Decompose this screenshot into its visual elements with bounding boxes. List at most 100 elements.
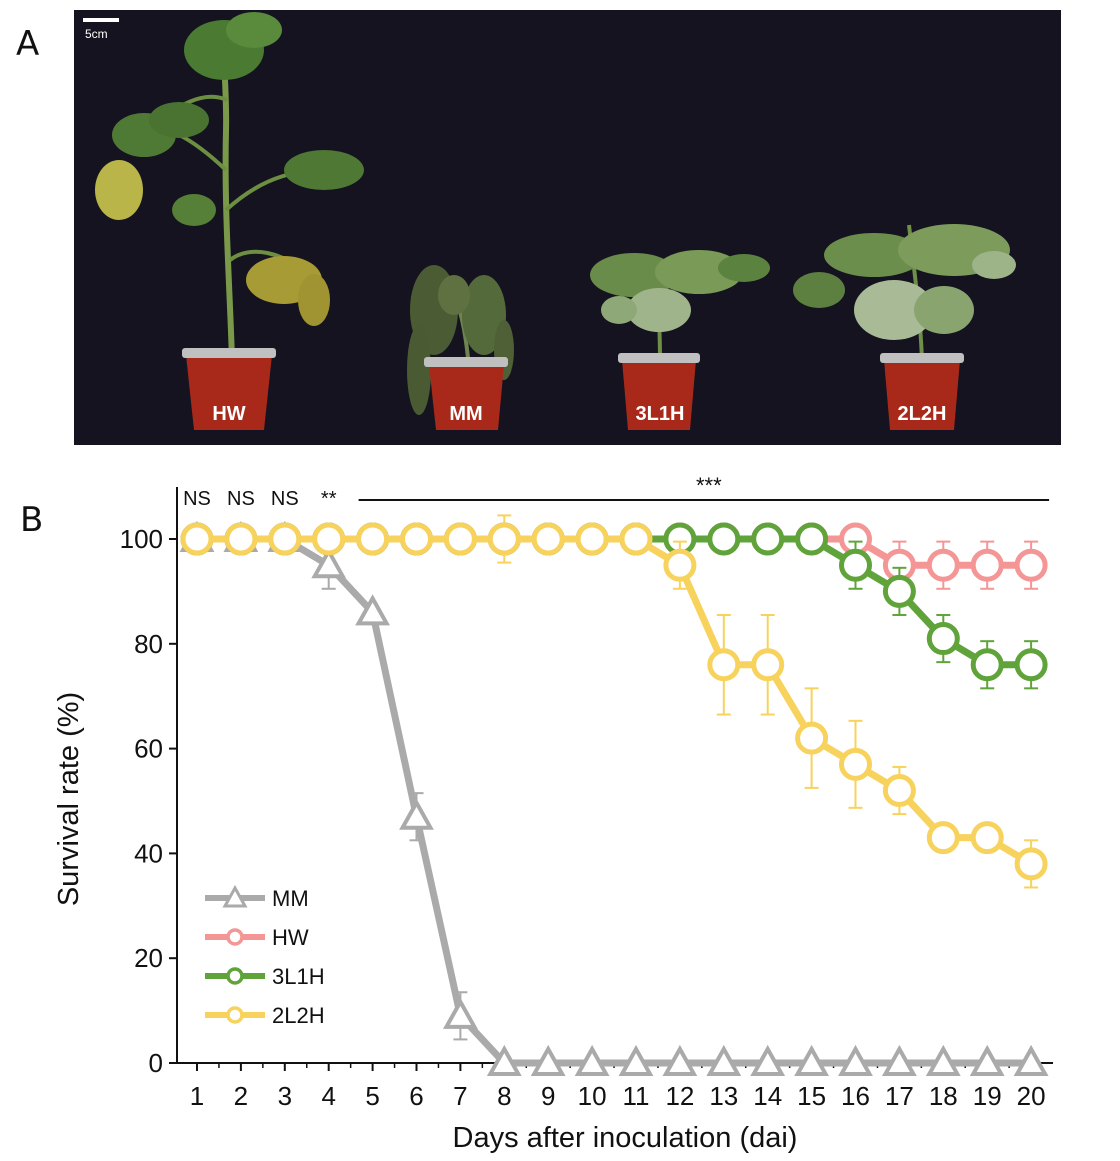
data-point bbox=[882, 574, 916, 608]
data-point bbox=[180, 522, 214, 556]
x-tick-label: 17 bbox=[885, 1081, 914, 1111]
y-axis-title: Survival rate (%) bbox=[53, 692, 85, 906]
x-tick-label: 10 bbox=[578, 1081, 607, 1111]
data-point bbox=[970, 548, 1004, 582]
plant-label-hw: HW bbox=[212, 403, 245, 425]
data-point bbox=[970, 648, 1004, 682]
x-tick-label: 18 bbox=[929, 1081, 958, 1111]
x-tick-label: 9 bbox=[541, 1081, 555, 1111]
data-point bbox=[1014, 548, 1048, 582]
x-tick-label: 8 bbox=[497, 1081, 511, 1111]
x-tick-label: 3 bbox=[278, 1081, 292, 1111]
data-point bbox=[707, 522, 741, 556]
legend-swatch-marker bbox=[226, 928, 244, 946]
panel-label-b: B bbox=[20, 500, 44, 540]
data-point bbox=[399, 798, 434, 830]
plant-mm: MM bbox=[407, 265, 514, 430]
x-tick-label: 15 bbox=[797, 1081, 826, 1111]
data-point bbox=[881, 1044, 917, 1076]
x-tick-label: 20 bbox=[1017, 1081, 1046, 1111]
x-tick-label: 4 bbox=[321, 1081, 335, 1111]
data-point bbox=[400, 522, 433, 556]
legend-label: 2L2H bbox=[272, 1003, 325, 1028]
plant-hw: HW bbox=[95, 12, 364, 430]
significance-label: *** bbox=[696, 473, 722, 498]
panel-label-a: A bbox=[16, 24, 40, 64]
data-point bbox=[356, 522, 390, 556]
data-point bbox=[706, 1044, 742, 1076]
data-point bbox=[312, 522, 346, 556]
data-point bbox=[531, 522, 565, 556]
scale-bar bbox=[83, 18, 119, 22]
significance-label: NS bbox=[227, 488, 255, 510]
series-2l2h bbox=[180, 514, 1048, 889]
data-point bbox=[969, 1044, 1005, 1076]
data-point bbox=[486, 1044, 522, 1076]
plant-label-3l1h: 3L1H bbox=[636, 403, 685, 425]
x-tick-label: 7 bbox=[453, 1081, 467, 1111]
data-point bbox=[355, 594, 391, 626]
data-point bbox=[926, 548, 960, 582]
plant-2l2h: 2L2H bbox=[793, 224, 1016, 430]
x-tick-label: 14 bbox=[753, 1081, 782, 1111]
x-tick-label: 6 bbox=[409, 1081, 423, 1111]
data-point bbox=[575, 522, 609, 556]
x-tick-label: 5 bbox=[365, 1081, 379, 1111]
x-tick-label: 2 bbox=[234, 1081, 248, 1111]
data-point bbox=[751, 522, 785, 556]
data-point bbox=[750, 1044, 786, 1076]
x-tick-label: 11 bbox=[623, 1081, 650, 1111]
y-tick-label: 0 bbox=[149, 1048, 163, 1078]
plant-label-2l2h: 2L2H bbox=[898, 403, 947, 425]
data-point bbox=[443, 522, 477, 556]
data-point bbox=[442, 997, 478, 1029]
plant-label-mm: MM bbox=[449, 403, 482, 425]
data-point bbox=[268, 522, 302, 556]
data-point bbox=[311, 547, 347, 579]
plant-photo: 5cm HW bbox=[74, 10, 1061, 445]
data-point bbox=[926, 821, 960, 855]
significance-label: NS bbox=[271, 488, 299, 510]
significance-label: NS bbox=[183, 488, 211, 510]
scale-bar-label: 5cm bbox=[85, 27, 108, 41]
data-point bbox=[619, 522, 653, 556]
data-point bbox=[795, 721, 829, 755]
x-tick-label: 12 bbox=[665, 1081, 694, 1111]
legend-label: HW bbox=[272, 925, 309, 950]
data-point bbox=[925, 1044, 961, 1076]
data-point bbox=[487, 522, 521, 556]
data-point bbox=[618, 1044, 654, 1076]
y-tick-label: 100 bbox=[120, 524, 163, 554]
legend-swatch-marker bbox=[222, 884, 248, 908]
legend-swatch-marker bbox=[226, 1006, 244, 1024]
data-point bbox=[707, 648, 741, 682]
x-tick-label: 1 bbox=[190, 1081, 204, 1111]
data-point bbox=[224, 522, 258, 556]
y-tick-label: 60 bbox=[134, 734, 163, 764]
data-point bbox=[839, 747, 872, 781]
y-tick-label: 80 bbox=[134, 629, 163, 659]
x-axis-title: Days after inoculation (dai) bbox=[453, 1122, 798, 1154]
data-point bbox=[794, 1044, 830, 1076]
legend: MM HW 3L1H 2L2H bbox=[205, 884, 325, 1028]
data-point bbox=[1014, 648, 1048, 682]
data-point bbox=[882, 774, 916, 808]
data-point bbox=[751, 648, 785, 682]
data-point bbox=[574, 1044, 610, 1076]
y-tick-label: 40 bbox=[134, 838, 163, 868]
data-point bbox=[970, 821, 1004, 855]
data-point bbox=[662, 1044, 698, 1076]
data-point bbox=[839, 548, 872, 582]
series-3l1h bbox=[180, 522, 1048, 690]
data-point bbox=[530, 1044, 566, 1076]
x-tick-label: 19 bbox=[973, 1081, 1002, 1111]
y-tick-label: 20 bbox=[134, 943, 163, 973]
significance-label: ** bbox=[321, 488, 337, 510]
data-point bbox=[1013, 1044, 1049, 1076]
data-point bbox=[838, 1044, 873, 1076]
data-point bbox=[795, 522, 829, 556]
data-point bbox=[926, 622, 960, 656]
legend-label: 3L1H bbox=[272, 964, 325, 989]
plant-3l1h: 3L1H bbox=[590, 250, 770, 430]
